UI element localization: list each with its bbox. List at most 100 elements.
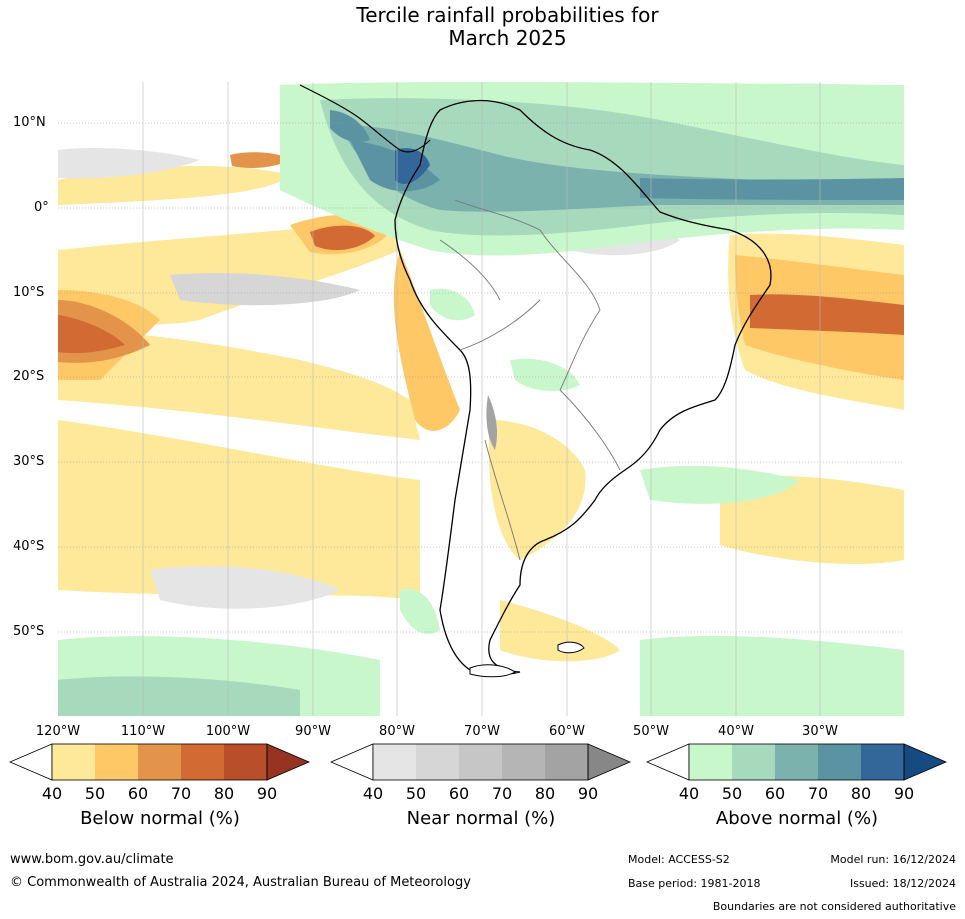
lon-label-40w: 40°W [718,724,754,739]
region-near-andes-dark [486,395,498,450]
country-borders [439,199,621,561]
region-below-andes [393,250,460,431]
region-above-chile-south [400,589,440,634]
region-near-south [150,566,340,609]
lat-label-40s: 40°S [13,539,45,554]
probability-map [58,82,904,716]
colorbar-title-below: Below normal (%) [80,808,240,829]
lon-label-80w: 80°W [379,724,415,739]
cbar-below-tick-70: 70 [170,784,192,803]
colorbar-near-swatch-3 [459,744,502,780]
graticule [58,82,904,716]
region-below-galapagos-core [310,225,375,251]
lon-label-30w: 30°W [802,724,838,739]
region-below-argentina [488,420,586,560]
cbar-below-tick-60: 60 [127,784,149,803]
falkland-islands [557,641,585,654]
region-below-atlantic-core [750,294,904,335]
lon-label-90w: 90°W [295,724,331,739]
cbar-near-tick-60: 60 [448,784,470,803]
region-above-south-pac-mid [58,676,300,716]
lat-label-20s: 20°S [13,369,45,384]
colorbar-above-normal [645,743,948,781]
lon-label-110w: 110°W [120,724,166,739]
colorbar-near-swatch-0 [329,743,374,781]
colorbar-below-swatch-0 [8,743,53,781]
central-america-coast [299,84,431,153]
footer-model-run: Model run: 16/12/2024 [830,853,956,866]
region-above-paraguay [510,358,580,392]
cbar-near-tick-50: 50 [405,784,427,803]
region-near-nw [58,148,200,179]
footer-website: www.bom.gov.au/climate [10,852,174,867]
cbar-near-tick-80: 80 [534,784,556,803]
colorbar-near-normal [329,743,632,781]
footer-base-period: Base period: 1981-2018 [628,877,761,890]
colorbar-above-swatch-5 [861,744,904,780]
colorbar-title-above: Above normal (%) [715,808,879,829]
colorbar-title-near: Near normal (%) [406,808,556,829]
colorbar-near-swatch-1 [373,744,416,780]
lon-label-70w: 70°W [464,724,500,739]
cbar-below-tick-40: 40 [41,784,63,803]
cbar-below-tick-50: 50 [84,784,106,803]
cbar-near-tick-90: 90 [577,784,599,803]
cbar-below-tick-80: 80 [213,784,235,803]
footer-disclaimer: Boundaries are not considered authoritat… [712,900,956,913]
lon-label-50w: 50°W [633,724,669,739]
colorbar-near-swatch-2 [416,744,459,780]
lat-label-10n: 10°N [13,115,46,130]
footer-model: Model: ACCESS-S2 [628,853,730,866]
colorbar-below-swatch-5 [224,744,267,780]
region-below-pacific-south [58,420,420,600]
colorbar-near-swatch-4 [502,744,545,780]
colorbar-near-swatch-5 [545,744,588,780]
region-near-pacific-eq [170,273,360,306]
cbar-above-tick-90: 90 [893,784,915,803]
region-below-pacific-hot [58,315,125,354]
footer-issued: Issued: 18/12/2024 [849,877,956,890]
colorbar-below-swatch-6 [266,743,311,781]
lat-label-10s: 10°S [13,285,45,300]
chart-title: Tercile rainfall probabilities for March… [0,4,965,50]
colorbar-above-swatch-2 [732,744,775,780]
cbar-near-tick-70: 70 [491,784,513,803]
region-above-south-atl [640,465,800,504]
colorbar-near-swatch-6 [587,743,632,781]
colorbar-below-swatch-4 [181,744,224,780]
region-above-central-am [330,110,370,142]
cbar-near-tick-40: 40 [362,784,384,803]
region-above-peru [430,288,475,321]
lat-label-50s: 50°S [13,624,45,639]
region-above-atlantic-deep [640,178,904,200]
cbar-above-tick-70: 70 [807,784,829,803]
cbar-above-tick-60: 60 [764,784,786,803]
colorbar-above-swatch-1 [689,744,732,780]
cbar-above-tick-80: 80 [850,784,872,803]
region-below-pacific-tropic2 [58,330,420,440]
map-field [58,82,904,716]
region-below-nw-hot [230,152,290,168]
lon-label-100w: 100°W [205,724,251,739]
title-line-1: Tercile rainfall probabilities for [356,3,659,27]
colorbar-below-swatch-3 [138,744,181,780]
region-above-south-atl2 [640,635,904,716]
colorbar-above-swatch-3 [775,744,818,780]
colorbar-below-swatch-2 [95,744,138,780]
colorbar-above-swatch-6 [903,743,948,781]
cbar-below-tick-90: 90 [256,784,278,803]
region-below-atlantic-south [720,475,904,565]
lon-label-120w: 120°W [35,724,81,739]
colorbar-below-swatch-1 [52,744,95,780]
lat-label-0: 0° [34,200,49,215]
cbar-above-tick-40: 40 [678,784,700,803]
title-line-2: March 2025 [448,26,567,50]
colorbar-above-swatch-4 [818,744,861,780]
lat-label-30s: 30°S [13,454,45,469]
cbar-above-tick-50: 50 [721,784,743,803]
south-america-coastline [394,99,772,675]
lon-label-60w: 60°W [549,724,585,739]
tierra-del-fuego [469,664,516,678]
colorbar-above-swatch-0 [645,743,690,781]
footer-copyright: © Commonwealth of Australia 2024, Austra… [10,875,471,890]
